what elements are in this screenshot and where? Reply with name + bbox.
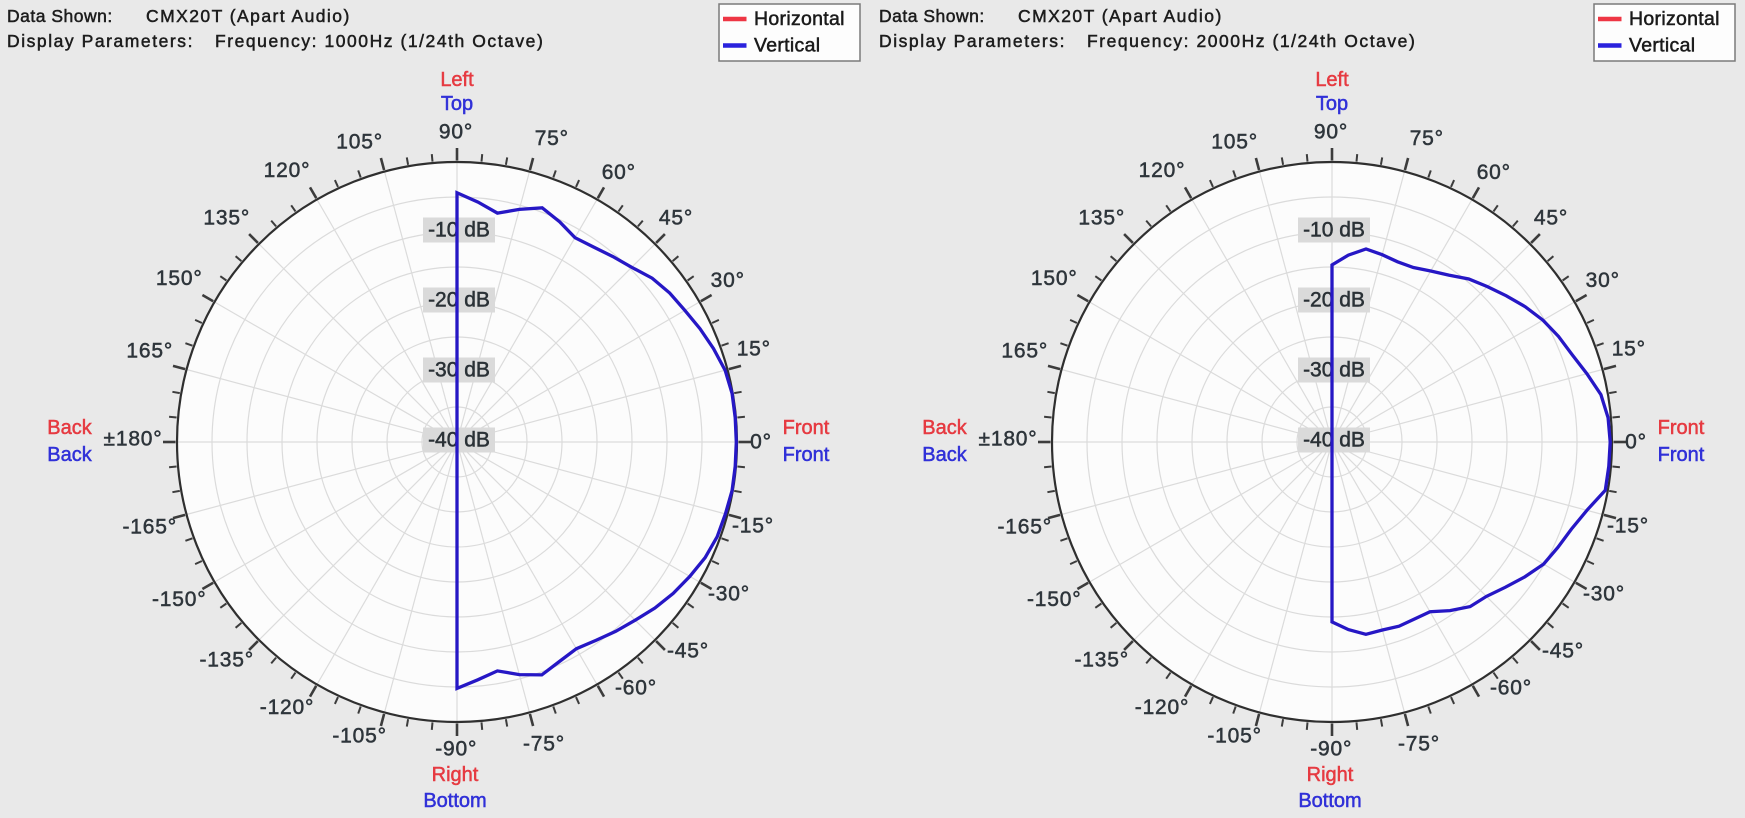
svg-text:Left: Left [440,69,474,91]
svg-text:-165°: -165° [122,516,176,539]
svg-text:Back: Back [47,417,92,439]
svg-text:Top: Top [1316,93,1348,115]
svg-text:CMX20T (Apart Audio): CMX20T (Apart Audio) [1018,6,1223,26]
svg-text:-165°: -165° [997,516,1051,539]
svg-text:-30°: -30° [1583,583,1625,606]
svg-text:-150°: -150° [1027,588,1081,611]
svg-text:Vertical: Vertical [1629,35,1695,57]
svg-text:Front: Front [783,444,830,466]
svg-text:75°: 75° [1410,127,1444,150]
svg-text:30°: 30° [1586,269,1620,292]
svg-text:-75°: -75° [523,733,565,756]
svg-text:-15°: -15° [1607,515,1649,538]
svg-text:-105°: -105° [1207,725,1261,748]
svg-text:Front: Front [1658,444,1705,466]
svg-text:Data Shown:: Data Shown: [7,6,113,26]
svg-text:Right: Right [432,764,479,786]
svg-text:Back: Back [922,417,967,439]
svg-text:-75°: -75° [1398,733,1440,756]
svg-text:-105°: -105° [332,725,386,748]
svg-text:-30°: -30° [708,583,750,606]
svg-text:±180°: ±180° [979,427,1038,450]
svg-text:-135°: -135° [199,649,253,672]
svg-text:90°: 90° [1314,121,1348,144]
svg-text:Display Parameters:: Display Parameters: [7,31,194,51]
svg-text:Frequency: 1000Hz (1/24th Octa: Frequency: 1000Hz (1/24th Octave) [215,31,544,51]
svg-text:Front: Front [783,417,830,439]
svg-text:-40 dB: -40 dB [1303,429,1365,452]
svg-text:150°: 150° [1031,267,1078,290]
svg-text:165°: 165° [1001,339,1048,362]
svg-text:-30 dB: -30 dB [1303,359,1365,382]
svg-text:45°: 45° [659,207,693,230]
svg-text:0°: 0° [750,431,772,454]
svg-text:-45°: -45° [667,640,709,663]
svg-text:-10 dB: -10 dB [428,219,490,242]
svg-text:75°: 75° [535,127,569,150]
svg-text:-135°: -135° [1074,649,1128,672]
svg-text:30°: 30° [711,269,745,292]
svg-text:Bottom: Bottom [1298,790,1361,812]
svg-text:0°: 0° [1625,431,1647,454]
svg-text:Back: Back [47,444,92,466]
svg-text:±180°: ±180° [104,427,163,450]
svg-text:60°: 60° [1477,161,1511,184]
svg-text:Horizontal: Horizontal [754,8,845,30]
svg-text:-30 dB: -30 dB [428,359,490,382]
svg-text:120°: 120° [264,159,311,182]
svg-text:-90°: -90° [1310,738,1352,761]
svg-text:165°: 165° [126,339,173,362]
svg-text:Data Shown:: Data Shown: [879,6,985,26]
svg-text:Right: Right [1307,764,1354,786]
svg-text:-20 dB: -20 dB [428,289,490,312]
svg-text:Back: Back [922,444,967,466]
svg-text:Front: Front [1658,417,1705,439]
svg-text:90°: 90° [439,121,473,144]
svg-text:-120°: -120° [260,696,314,719]
svg-text:60°: 60° [602,161,636,184]
svg-text:Left: Left [1315,69,1349,91]
svg-text:-60°: -60° [615,677,657,700]
svg-text:Horizontal: Horizontal [1629,8,1720,30]
svg-text:45°: 45° [1534,207,1568,230]
svg-text:-20 dB: -20 dB [1303,289,1365,312]
svg-text:-150°: -150° [152,588,206,611]
svg-text:-40 dB: -40 dB [428,429,490,452]
svg-text:Vertical: Vertical [754,35,820,57]
svg-text:-90°: -90° [435,738,477,761]
svg-text:Frequency: 2000Hz (1/24th Octa: Frequency: 2000Hz (1/24th Octave) [1087,31,1416,51]
svg-text:120°: 120° [1139,159,1186,182]
svg-text:-45°: -45° [1542,640,1584,663]
svg-text:-60°: -60° [1490,677,1532,700]
svg-text:CMX20T (Apart Audio): CMX20T (Apart Audio) [146,6,351,26]
svg-text:135°: 135° [1078,207,1125,230]
svg-text:105°: 105° [336,130,383,153]
svg-text:15°: 15° [1612,338,1646,361]
svg-text:105°: 105° [1211,130,1258,153]
svg-text:-120°: -120° [1135,696,1189,719]
svg-text:150°: 150° [156,267,203,290]
svg-text:15°: 15° [737,338,771,361]
svg-text:-10 dB: -10 dB [1303,219,1365,242]
svg-text:Bottom: Bottom [423,790,486,812]
svg-text:Top: Top [441,93,473,115]
svg-text:-15°: -15° [732,515,774,538]
svg-text:135°: 135° [203,207,250,230]
svg-text:Display Parameters:: Display Parameters: [879,31,1066,51]
